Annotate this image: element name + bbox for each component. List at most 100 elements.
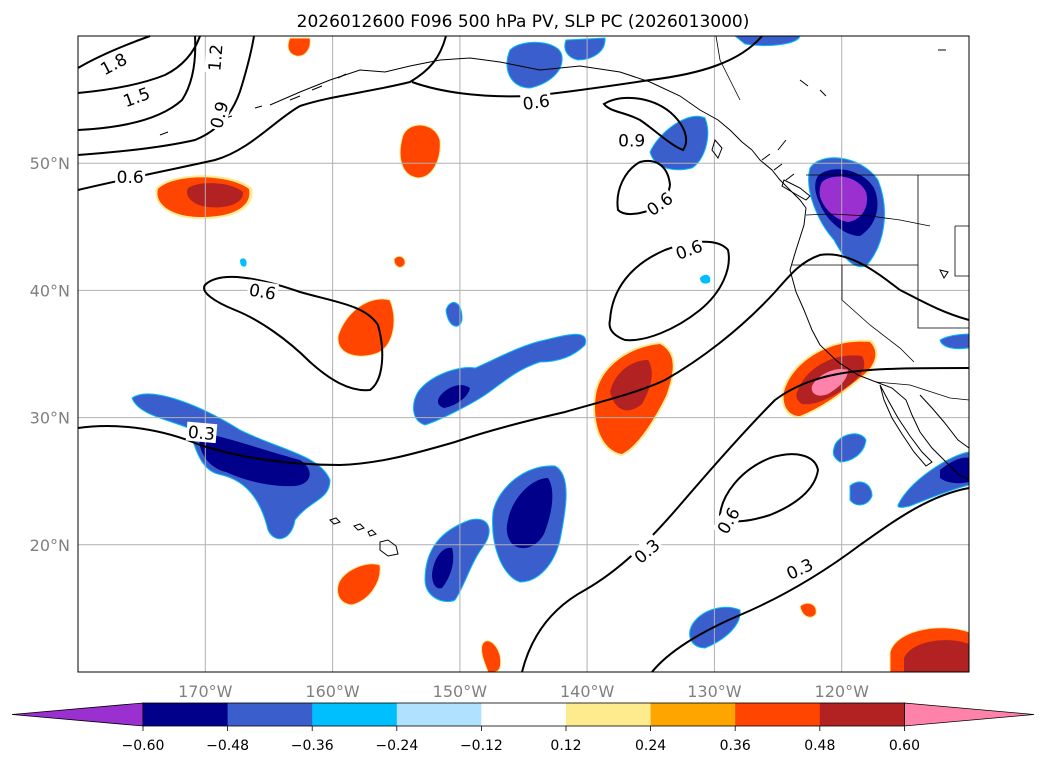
contour-1p2: [77, 35, 197, 131]
idaho-border: [917, 175, 969, 329]
contour-0p3: [77, 253, 970, 467]
contour-0p6: [616, 160, 672, 215]
colorbar: −0.60 −0.48 −0.36 −0.24 −0.12 0.12 0.24 0.36 0.4…: [11, 702, 1035, 754]
vancouver-island: [781, 179, 811, 201]
pv-negative-blob: [649, 115, 709, 171]
contour-label: 0.6: [246, 279, 280, 305]
contour-label: 0.3: [185, 421, 218, 445]
lat-tick-label: 50°N: [30, 154, 70, 173]
colorbar-segment: [735, 703, 821, 726]
contour-0p3: [521, 367, 970, 673]
contour-label-text: 0.9: [618, 131, 645, 151]
contour-label-background: [204, 41, 226, 74]
contour-0p6: [608, 240, 730, 342]
haida-gwaii: [711, 138, 723, 160]
contour-0p6: [203, 275, 384, 392]
latitude-tick-labels: 20°N 30°N 40°N 50°N: [30, 154, 70, 555]
alaska-canada-border: [715, 35, 741, 101]
colorbar-tick-label: −0.24: [375, 738, 418, 754]
contour-label-text: 1.2: [205, 43, 227, 72]
contour-label-background: [641, 187, 678, 220]
pv-positive-blob: [337, 563, 381, 606]
colorbar-segment: [650, 703, 736, 726]
pv-negative-blob: [445, 302, 463, 327]
alaska-coastline: [269, 57, 753, 151]
lat-tick-label: 30°N: [30, 409, 70, 428]
colorbar-segment: [396, 703, 482, 726]
colorbar-segment: [227, 703, 313, 726]
pv-positive-blob: [904, 640, 969, 672]
lat-tick-label: 40°N: [30, 281, 70, 300]
contour-label-text: 0.6: [522, 91, 552, 115]
channel-islands: [938, 49, 949, 279]
slp-pc-contours: [77, 35, 970, 673]
colorbar-extend-min: [11, 702, 144, 727]
pv-negative-blob: [564, 37, 606, 61]
pv-positive-blob: [393, 255, 406, 268]
colorbar-segment: [143, 703, 229, 726]
pv-negative-blob: [700, 274, 711, 284]
pv-positive-blob: [610, 360, 652, 411]
colorbar-segment: [312, 703, 398, 726]
contour-label-background: [115, 167, 146, 187]
colorbar-tick-label: 0.24: [635, 738, 666, 754]
pv-positive-blob: [186, 183, 244, 208]
colorbar-tick-label: 0.36: [720, 738, 751, 754]
pv-positive-blob: [399, 124, 441, 179]
california-nevada-border: [841, 265, 915, 363]
hawaiian-islands: [329, 517, 399, 557]
colorbar-tick-label: −0.60: [122, 738, 165, 754]
contour-label-background: [616, 130, 647, 150]
longitude-tick-labels: 170°W 160°W 150°W 140°W 130°W 120°W: [178, 682, 869, 701]
contour-label-background: [95, 48, 132, 79]
contour-label-text: 0.3: [187, 423, 216, 445]
contour-label-background: [119, 82, 154, 111]
state-border-east: [954, 225, 969, 277]
pv-positive-blob: [287, 37, 311, 57]
contour-label-background: [246, 279, 280, 304]
pv-negative-blob: [437, 385, 470, 408]
pv-negative-blob: [849, 481, 873, 506]
pv-negative-blob: [432, 547, 454, 589]
political-borders: [715, 35, 970, 401]
colorbar-frame: [142, 702, 905, 727]
lon-tick-label: 130°W: [687, 682, 742, 701]
pv-positive-blob: [481, 640, 502, 673]
pv-positive-blob: [799, 602, 817, 618]
contour-label-background: [185, 421, 218, 444]
colorbar-segment: [481, 703, 567, 726]
colorbar-extend-max: [904, 702, 1035, 727]
contour-label: 1.2: [204, 41, 228, 74]
colorbar-tick-label: 0.12: [550, 738, 581, 754]
colorbar-tick-label: 0.48: [804, 738, 835, 754]
lon-tick-label: 160°W: [305, 682, 360, 701]
colorbar-tick-label: −0.12: [460, 738, 503, 754]
us-mexico-border: [875, 381, 970, 401]
lat-tick-label: 20°N: [30, 536, 70, 555]
us-west-coastline: [789, 207, 970, 481]
contour-label-background: [781, 553, 818, 584]
contour-label-text: 0.6: [247, 280, 277, 304]
contour-label: 0.9: [616, 130, 647, 151]
coastlines: [159, 49, 970, 557]
contour-0p9: [602, 96, 688, 152]
contour-label-background: [205, 97, 232, 132]
pv-negative-blob: [240, 258, 247, 267]
lon-tick-label: 150°W: [433, 682, 488, 701]
baja-california: [879, 384, 933, 467]
british-columbia-coast: [751, 149, 807, 209]
map-frame: [77, 35, 970, 673]
pv-negative-blob: [819, 176, 868, 222]
contour-label: 0.6: [519, 90, 553, 115]
mexico-coast: [919, 394, 970, 449]
contour-label-background: [629, 533, 665, 568]
lon-tick-label: 120°W: [815, 682, 870, 701]
colorbar-segment: [819, 703, 905, 726]
contour-0p6: [411, 35, 763, 98]
contour-label: 0.6: [115, 167, 146, 188]
pv-positive-blob: [811, 368, 848, 396]
british-columbia-inlets: [761, 79, 827, 181]
pv-negative-blob: [506, 478, 553, 549]
contour-0p6: [718, 453, 820, 523]
colorbar-tick-label: 0.60: [889, 738, 920, 754]
